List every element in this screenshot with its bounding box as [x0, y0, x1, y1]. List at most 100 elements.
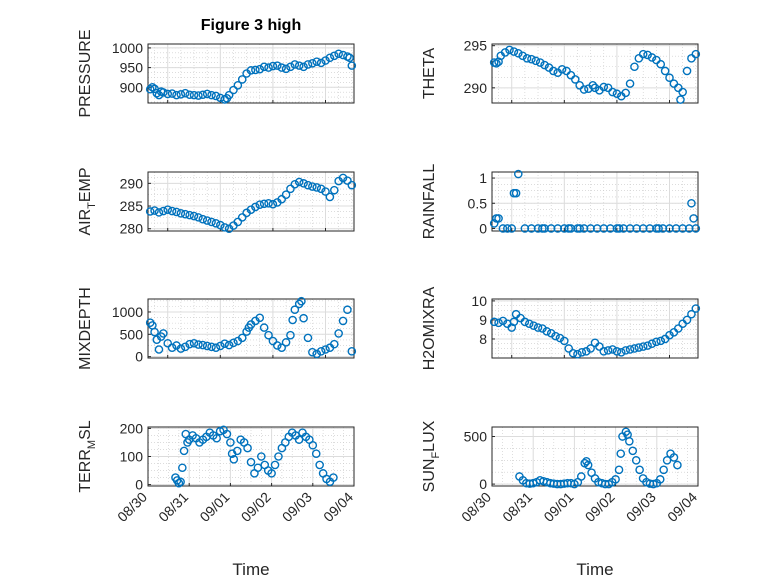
data-point — [614, 224, 624, 233]
data-point — [669, 453, 679, 462]
data-point — [150, 206, 159, 215]
data-point — [255, 200, 265, 209]
data-point — [159, 329, 168, 338]
data-point — [216, 220, 225, 230]
data-point — [220, 339, 230, 348]
data-point — [259, 199, 269, 209]
axes-box — [491, 298, 699, 359]
x-tick-label: 09/03 — [279, 489, 315, 525]
data-point — [577, 347, 587, 357]
data-point — [272, 61, 282, 70]
data-point — [159, 88, 168, 97]
data-point — [185, 90, 194, 100]
data-point — [312, 349, 322, 359]
data-point — [259, 62, 269, 72]
data-point — [294, 435, 304, 444]
y-tick-label: 295 — [464, 38, 488, 54]
data-point — [489, 219, 499, 228]
data-point — [163, 338, 173, 348]
data-point — [272, 341, 282, 350]
subplot-6: 8 9 10 H2OMIXRA — [421, 286, 701, 370]
x-tick-label: 09/02 — [238, 489, 274, 525]
x-tick-label: 08/31 — [155, 489, 191, 525]
data-point — [621, 88, 630, 98]
data-point — [222, 429, 232, 439]
y-tick-label: 1000 — [112, 304, 143, 320]
data-point — [551, 331, 560, 341]
data-point — [527, 54, 536, 64]
data-point — [202, 216, 212, 225]
data-point — [163, 89, 173, 99]
x-tick-label: 09/04 — [664, 489, 700, 525]
data-point — [659, 465, 668, 475]
data-point — [599, 82, 609, 92]
data-point — [329, 51, 339, 61]
data-point — [614, 465, 624, 475]
data-point — [308, 440, 318, 450]
data-point — [560, 336, 569, 346]
data-point — [294, 177, 304, 187]
data-point — [655, 475, 665, 484]
data-point — [179, 446, 189, 456]
data-point — [281, 64, 291, 74]
data-point — [498, 224, 508, 233]
subplot-4: 0 0.5 1 RAINFALL — [421, 164, 701, 240]
data-point — [312, 183, 322, 192]
data-point — [347, 346, 357, 356]
axes-box — [491, 43, 699, 104]
data-point — [531, 56, 541, 66]
data-point — [299, 179, 308, 188]
data-point — [656, 336, 666, 346]
y-tick-label: 0 — [135, 477, 143, 493]
data-point — [343, 176, 352, 185]
data-point — [625, 345, 635, 354]
subplot-8: 0 500 08/30 08/31 09/01 09/02 09/03 09/04 SUNFLU… — [421, 420, 700, 525]
data-point — [246, 205, 256, 214]
y-tick-label: 9 — [479, 312, 487, 328]
data-point — [590, 83, 600, 93]
data-point — [176, 90, 186, 99]
data-point — [494, 318, 503, 328]
data-point — [611, 475, 620, 484]
data-point — [212, 433, 221, 443]
data-point — [325, 192, 335, 202]
x-tick-label: 08/30 — [458, 489, 494, 525]
data-point — [564, 344, 574, 353]
data-point — [579, 85, 589, 94]
data-point — [268, 336, 278, 346]
data-point — [202, 89, 212, 99]
y-tick-label: 0 — [479, 476, 487, 492]
data-point — [303, 60, 313, 69]
data-point — [682, 66, 692, 76]
x-tick-label: 08/31 — [499, 489, 535, 525]
data-point — [174, 478, 184, 488]
data-point — [616, 347, 626, 357]
data-point — [229, 455, 239, 464]
data-point — [329, 339, 339, 349]
data-point — [299, 62, 308, 72]
data-point — [167, 89, 177, 98]
data-point — [145, 84, 155, 94]
data-point — [687, 309, 696, 319]
data-point — [643, 50, 652, 60]
data-point — [216, 341, 225, 351]
y-axis-label: H2OMIXRA — [421, 286, 438, 370]
data-point — [163, 205, 173, 214]
data-point — [570, 75, 580, 84]
data-point — [259, 323, 269, 332]
y-tick-label: 200 — [120, 420, 144, 436]
data-point — [211, 91, 221, 101]
axes-box — [491, 426, 699, 487]
x-axis-label-right: Time — [576, 560, 613, 579]
data-point — [297, 296, 306, 306]
data-point — [321, 187, 330, 196]
data-point — [185, 210, 194, 220]
data-point — [529, 321, 538, 330]
data-point — [665, 73, 674, 83]
data-point — [267, 469, 276, 478]
y-axis-label: RAINFALL — [421, 164, 438, 240]
data-point — [237, 75, 247, 84]
data-point — [691, 304, 701, 313]
subplot-5: 0 500 1000 MIXDEPTH — [77, 287, 357, 370]
